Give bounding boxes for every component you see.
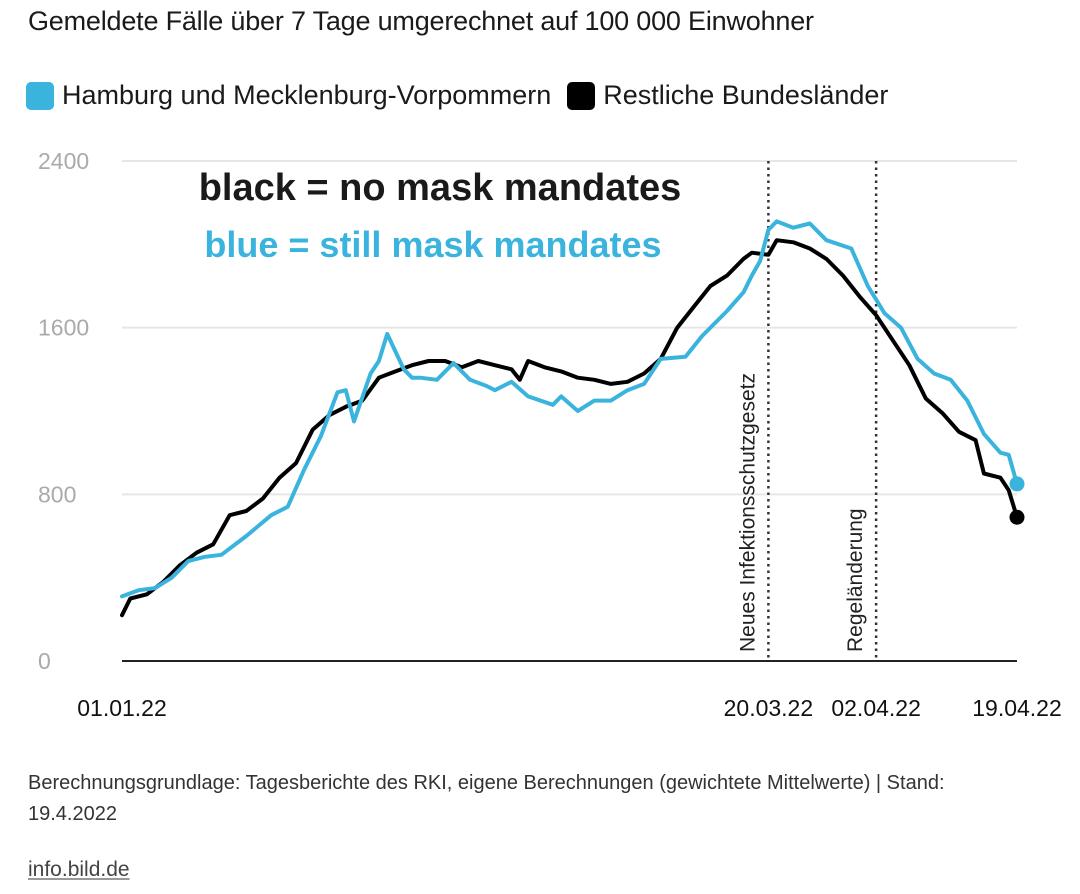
legend-item-hamburg: Hamburg und Mecklenburg-Vorpommern: [26, 80, 551, 111]
event-label-0: Neues Infektionsschutzgesetz: [736, 373, 759, 652]
chart-title: Gemeldete Fälle über 7 Tage umgerechnet …: [28, 6, 814, 36]
source-link[interactable]: info.bild.de: [28, 858, 130, 881]
line-chart: 0 800 1600 2400 01.01.22 20.03.22 02.04.22 19.0…: [38, 148, 1062, 721]
legend-label-restliche: Restliche Bundesländer: [603, 80, 889, 110]
legend-swatch-restliche: [567, 81, 596, 110]
legend: Hamburg und Mecklenburg-Vorpommern Restl…: [26, 80, 904, 111]
series-endpoint-hamburg: [1009, 476, 1025, 492]
legend-swatch-hamburg: [26, 81, 54, 110]
x-tick-label-0: 01.01.22: [77, 695, 167, 721]
y-tick-label-2400: 2400: [38, 148, 89, 174]
legend-item-restliche: Restliche Bundesländer: [567, 80, 888, 111]
annotation-blue: blue = still mask mandates: [204, 224, 661, 265]
annotation-black: black = no mask mandates: [199, 167, 682, 209]
y-tick-label-1600: 1600: [38, 315, 89, 341]
x-tick-label-1: 20.03.22: [724, 695, 814, 721]
series-endpoint-restliche: [1009, 509, 1025, 525]
y-tick-label-800: 800: [38, 481, 76, 507]
series-line-restliche: [120, 238, 1019, 618]
x-tick-label-2: 02.04.22: [831, 695, 921, 721]
footer-note: Berechnungsgrundlage: Tagesberichte des …: [28, 772, 945, 825]
series-line-hamburg: [120, 219, 1019, 599]
event-label-1: Regeländerung: [844, 508, 867, 652]
legend-label-hamburg: Hamburg und Mecklenburg-Vorpommern: [62, 80, 552, 110]
y-tick-label-0: 0: [38, 648, 51, 674]
x-tick-label-3: 19.04.22: [972, 695, 1062, 721]
